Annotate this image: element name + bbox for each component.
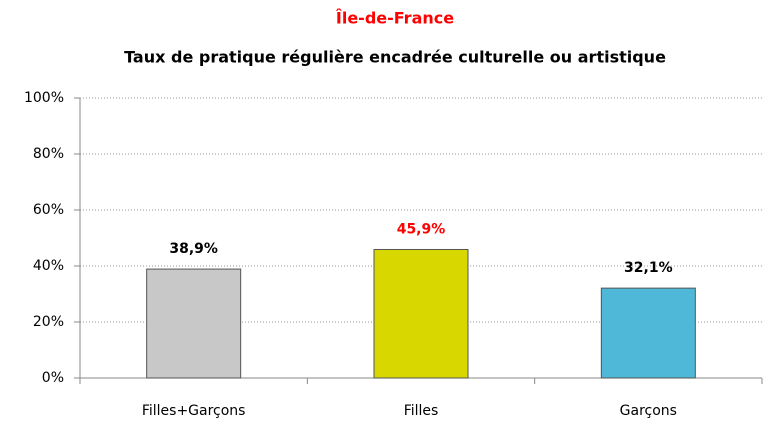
y-tick-label: 100% xyxy=(24,90,64,106)
chart-title: Île-de-France xyxy=(336,9,454,28)
bar xyxy=(373,248,469,379)
y-tick-label: 20% xyxy=(33,314,64,330)
bar xyxy=(146,268,242,379)
y-tick-label: 0% xyxy=(42,370,64,386)
y-tick-label: 60% xyxy=(33,202,64,218)
y-tick-label: 40% xyxy=(33,258,64,274)
value-label: 38,9% xyxy=(169,241,218,257)
y-tick-label: 80% xyxy=(33,146,64,162)
x-tick-label: Filles xyxy=(404,403,439,419)
x-tick-label: Garçons xyxy=(620,403,677,419)
x-tick-label: Filles+Garçons xyxy=(142,403,246,419)
chart-subtitle: Taux de pratique régulière encadrée cult… xyxy=(124,48,666,67)
bar xyxy=(600,287,696,379)
value-label: 45,9% xyxy=(397,221,446,237)
value-label: 32,1% xyxy=(624,260,673,276)
